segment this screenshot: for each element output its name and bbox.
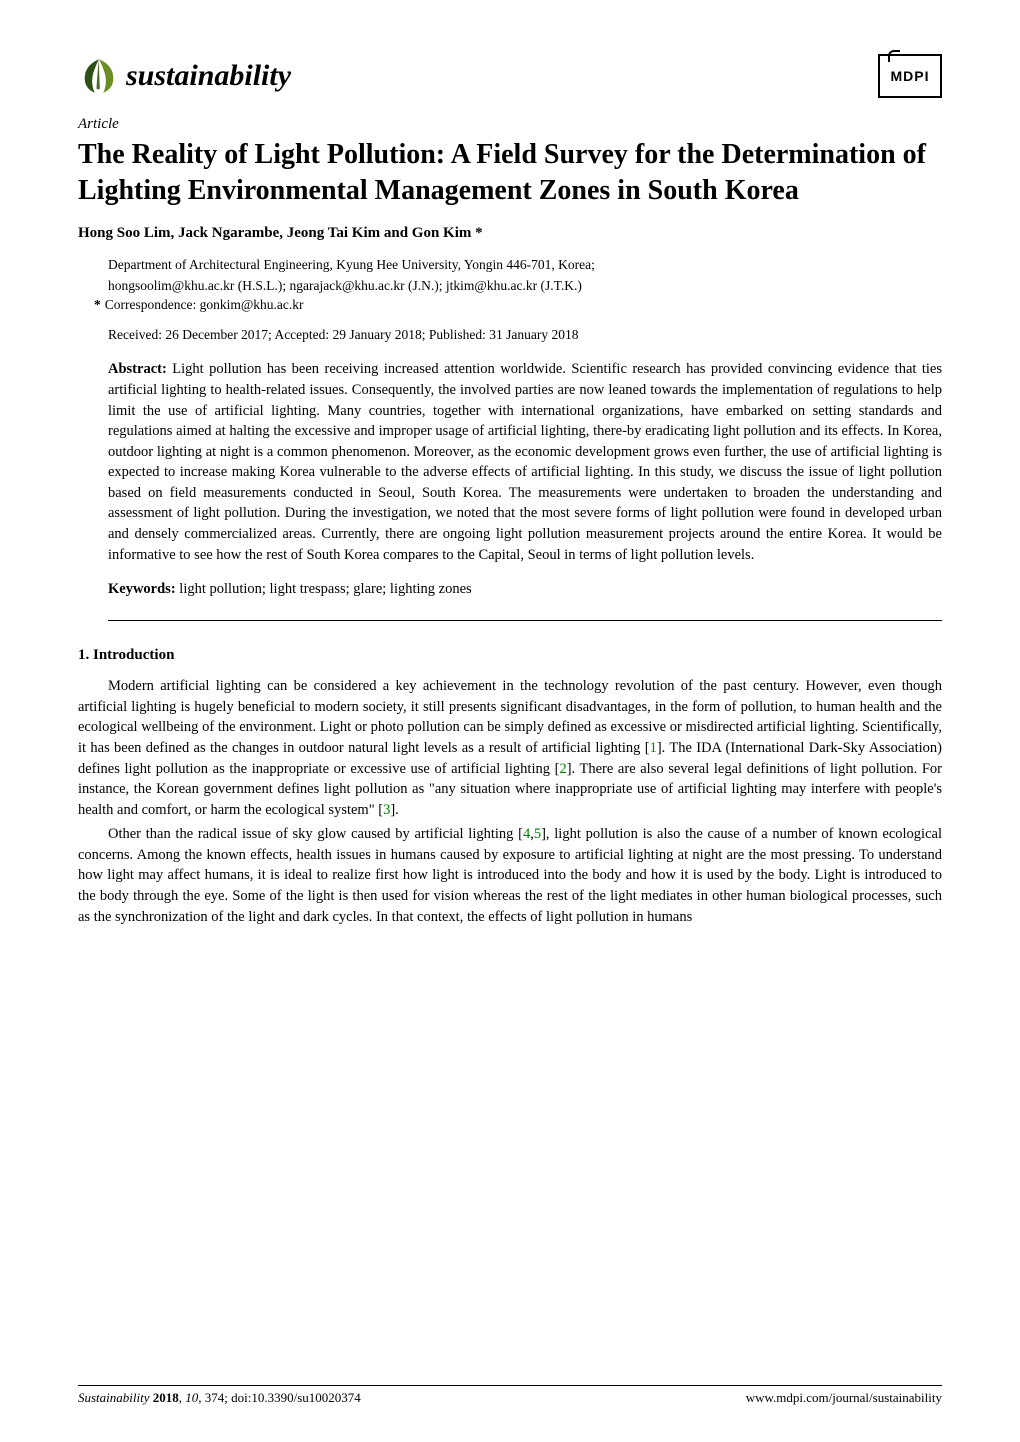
abstract-label: Abstract: — [108, 361, 167, 377]
reference-link-2[interactable]: 2 — [559, 761, 566, 777]
para2-text-1: Other than the radical issue of sky glow… — [108, 826, 523, 842]
correspondence-line: *Correspondence: gonkim@khu.ac.kr — [108, 297, 942, 313]
footer-volume-text: 10 — [185, 1390, 198, 1405]
author-list: Hong Soo Lim, Jack Ngarambe, Jeong Tai K… — [78, 225, 942, 242]
page-header: sustainability MDPI — [78, 54, 942, 98]
footer-citation: Sustainability 2018, 10, 374; doi:10.339… — [78, 1390, 361, 1406]
abstract-paragraph: Abstract: Light pollution has been recei… — [108, 359, 942, 565]
keywords-line: Keywords: light pollution; light trespas… — [108, 581, 942, 598]
publication-dates: Received: 26 December 2017; Accepted: 29… — [108, 327, 942, 343]
section-heading-introduction: 1. Introduction — [78, 647, 942, 664]
footer-year-bold: 2018 — [153, 1390, 179, 1405]
footer-volume: 10 — [185, 1390, 198, 1405]
section-divider — [108, 620, 942, 621]
footer-article-num: 374 — [205, 1390, 225, 1405]
journal-url-link[interactable]: www.mdpi.com/journal/sustainability — [746, 1390, 942, 1405]
journal-logo: sustainability — [78, 55, 291, 97]
keywords-text: light pollution; light trespass; glare; … — [176, 581, 472, 597]
abstract-text: Light pollution has been receiving incre… — [108, 361, 942, 562]
para1-text-4: ]. — [390, 802, 398, 818]
journal-name: sustainability — [126, 59, 291, 93]
publisher-name: MDPI — [891, 68, 930, 84]
mdpi-logo: MDPI — [878, 54, 942, 98]
correspondence-star-icon: * — [94, 297, 101, 312]
article-title: The Reality of Light Pollution: A Field … — [78, 137, 942, 209]
sustainability-leaf-icon — [78, 55, 120, 97]
body-paragraph-1: Modern artificial lighting can be consid… — [78, 676, 942, 820]
reference-link-1[interactable]: 1 — [650, 740, 657, 756]
keywords-label: Keywords: — [108, 581, 176, 597]
footer-doi: doi:10.3390/su10020374 — [231, 1390, 361, 1405]
footer-year: 2018 — [153, 1390, 179, 1405]
footer-journal: Sustainability — [78, 1390, 150, 1405]
affiliation-emails: hongsoolim@khu.ac.kr (H.S.L.); ngarajack… — [108, 277, 942, 296]
page-footer: Sustainability 2018, 10, 374; doi:10.339… — [78, 1385, 942, 1406]
abstract-block: Abstract: Light pollution has been recei… — [108, 359, 942, 565]
affiliation-line: Department of Architectural Engineering,… — [108, 256, 942, 275]
correspondence-text: Correspondence: gonkim@khu.ac.kr — [105, 297, 304, 312]
keywords-block: Keywords: light pollution; light trespas… — [108, 581, 942, 598]
article-type: Article — [78, 116, 942, 133]
body-paragraph-2: Other than the radical issue of sky glow… — [78, 824, 942, 927]
reference-link-5[interactable]: 5 — [534, 826, 541, 842]
footer-url[interactable]: www.mdpi.com/journal/sustainability — [746, 1390, 942, 1406]
